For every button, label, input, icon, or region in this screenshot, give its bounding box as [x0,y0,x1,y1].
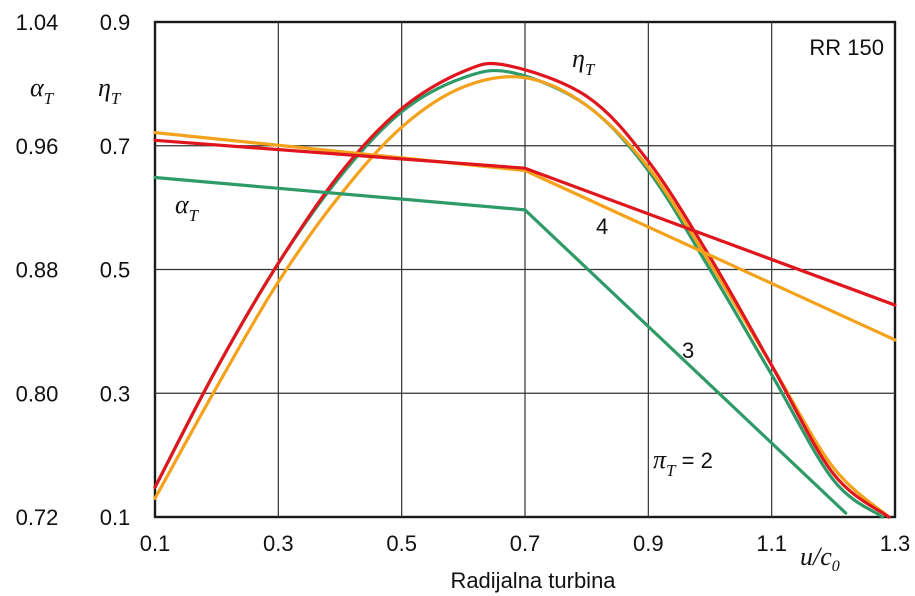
alpha-line-2 [153,175,848,515]
y-tick-labels: 0.9 1.04 0.7 0.96 0.5 0.88 0.3 0.80 0.1 0.72 [16,10,131,530]
left-axis-tick-label: 0.80 [16,381,59,406]
right-axis-title: ηT [98,73,122,108]
annotation-three: 3 [682,338,694,363]
series-lines [153,61,897,519]
left-axis-tick-label: 1.04 [16,10,59,35]
x-tick-label: 1.3 [880,531,911,556]
box-label: RR 150 [809,35,884,60]
annotation-four: 4 [596,214,608,239]
right-axis-tick-label: 0.3 [100,381,131,406]
x-axis-title: u/c0 [800,542,840,575]
x-tick-label: 0.3 [263,531,294,556]
eta-curve-2 [153,68,885,519]
right-axis-tick-label: 0.5 [100,258,131,283]
grid [155,22,895,517]
left-axis-tick-label: 0.96 [16,134,59,159]
alpha-line-3 [153,131,897,342]
left-axis-title: αT [30,73,55,108]
x-tick-label: 1.1 [756,531,787,556]
annotation-alpha: αT [175,190,200,225]
left-axis-tick-label: 0.72 [16,505,59,530]
right-axis-tick-label: 0.1 [100,505,131,530]
x-tick-label: 0.9 [633,531,664,556]
annotation-eta: ηT [572,44,596,79]
x-tick-label: 0.5 [386,531,417,556]
x-tick-label: 0.1 [140,531,171,556]
x-tick-label: 0.7 [510,531,541,556]
right-axis-tick-label: 0.9 [100,10,131,35]
alpha-line-4 [153,138,897,307]
right-axis-tick-label: 0.7 [100,134,131,159]
chart-caption: Radijalna turbina [450,568,616,593]
x-tick-labels: 0.1 0.3 0.5 0.7 0.9 1.1 1.3 [140,531,911,556]
eta-curve-4 [153,61,891,519]
annotation-pi2: πT = 2 [653,445,713,480]
left-axis-tick-label: 0.88 [16,258,59,283]
